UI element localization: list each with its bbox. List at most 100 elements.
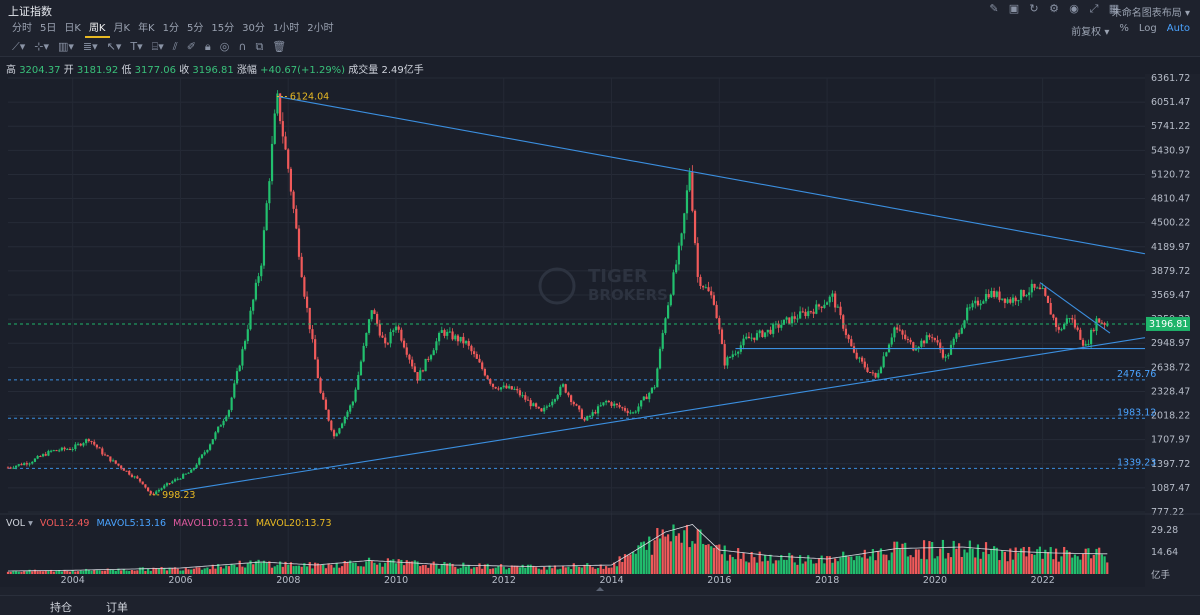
quote-line: 高 3204.37 开 3181.92 低 3177.06 收 3196.81 …	[6, 61, 424, 76]
candle-body	[710, 291, 713, 296]
measure-tool-icon[interactable]: ⌸▾	[151, 40, 164, 53]
candle-body	[346, 411, 349, 417]
tab-period-5[interactable]: 年K	[138, 23, 155, 34]
fib-tool-icon[interactable]: ≣▾	[82, 40, 98, 53]
candle-body	[559, 386, 562, 396]
layout-selector[interactable]: 未命名图表布局 ▾	[1111, 8, 1190, 19]
candle-body	[66, 449, 69, 451]
ray-tool-icon[interactable]: ⊹▾	[34, 40, 49, 53]
candle-body	[20, 464, 23, 466]
tab-period-6[interactable]: 1分	[162, 23, 179, 34]
volume-bar	[677, 533, 680, 574]
volume-bar	[1065, 550, 1068, 574]
tab-period-2[interactable]: 日K	[64, 23, 81, 34]
volume-bar	[615, 566, 619, 574]
candle-body	[125, 470, 128, 472]
volume-bar	[376, 564, 379, 574]
volume-bar	[93, 570, 96, 574]
tab-period-11[interactable]: 2小时	[307, 23, 334, 34]
refresh-icon[interactable]: ↻	[1029, 2, 1039, 15]
candle-body	[351, 401, 354, 406]
price-chart[interactable]: 6361.72 6051.47 5741.22 5430.97 5120.72 4810.…	[0, 74, 1200, 595]
volume-bar	[750, 551, 753, 574]
candle-body	[761, 330, 764, 338]
candle-body	[801, 311, 804, 313]
volume-bar	[397, 559, 400, 574]
auto-button[interactable]: Auto	[1166, 23, 1190, 34]
tab-orders[interactable]: 订单	[106, 601, 128, 614]
volume-bar	[812, 563, 815, 574]
volume-bar	[52, 571, 55, 574]
magnet-icon[interactable]: ∩	[238, 40, 247, 53]
volume-bar	[475, 566, 478, 574]
log-button[interactable]: Log	[1138, 23, 1157, 34]
grid-layout-icon[interactable]: ▦	[1108, 2, 1120, 15]
volume-bar	[831, 562, 834, 574]
candle-body	[470, 345, 473, 352]
trash-icon[interactable]: 🗑︎	[272, 40, 287, 53]
candle-body	[782, 319, 786, 325]
tab-period-1[interactable]: 5日	[40, 23, 57, 34]
volume-bar	[87, 569, 90, 574]
volume-bar	[508, 567, 511, 574]
price-axis-panel	[1145, 74, 1200, 595]
volume-bar	[456, 568, 460, 574]
tab-period-3[interactable]: 周K	[84, 22, 110, 38]
ruler-icon[interactable]: ⫽	[172, 40, 178, 53]
volume-bar	[262, 560, 266, 574]
copy-icon[interactable]: ⧉	[255, 40, 264, 53]
volume-bar	[1011, 559, 1015, 574]
volume-bar	[629, 554, 632, 574]
candle-body	[168, 483, 171, 485]
candle-body	[774, 323, 777, 325]
volume-bar	[804, 561, 807, 574]
volume-bar	[316, 563, 319, 574]
candle-body	[842, 315, 845, 329]
tab-period-9[interactable]: 30分	[242, 23, 265, 34]
y-tick-label: 4500.22	[1151, 218, 1190, 229]
gear-icon[interactable]: ⚙	[1049, 2, 1059, 15]
candle-body	[532, 403, 535, 407]
candle-body	[658, 348, 662, 369]
volume-bar	[790, 555, 794, 574]
volume-bar	[157, 568, 160, 574]
tab-period-10[interactable]: 1小时	[272, 23, 300, 34]
candle-body	[101, 448, 104, 455]
camera-icon[interactable]: ◉	[1069, 2, 1079, 15]
expand-icon[interactable]: ⤢	[1089, 2, 1099, 15]
volume-bar	[1057, 561, 1060, 574]
candle-body	[664, 318, 667, 334]
adjust-dropdown[interactable]: 前复权 ▾	[1071, 27, 1110, 38]
volume-bar	[1076, 556, 1079, 574]
tab-period-4[interactable]: 月K	[113, 23, 131, 34]
brush-icon[interactable]: ✐	[186, 40, 196, 53]
tab-positions[interactable]: 持仓	[50, 601, 72, 614]
candle-body	[580, 409, 583, 419]
volume-bar	[254, 561, 257, 574]
volume-bar	[699, 529, 702, 574]
image-icon[interactable]: ▣	[1008, 2, 1020, 15]
volume-bar	[303, 563, 306, 574]
tab-period-0[interactable]: 分时	[12, 23, 32, 34]
candle-body	[249, 310, 252, 330]
line-tool-icon[interactable]: ⟋▾	[12, 40, 26, 53]
candle-body	[28, 463, 31, 465]
volume-bar	[502, 566, 505, 574]
arrow-tool-icon[interactable]: ↖▾	[106, 40, 122, 53]
volume-bar	[650, 554, 654, 574]
lock-icon[interactable]: 🔒︎	[204, 40, 211, 53]
candle-body	[847, 334, 850, 340]
eye-icon[interactable]: ◎	[219, 40, 230, 53]
text-tool-icon[interactable]: T▾	[130, 40, 143, 53]
volume-bar	[208, 569, 212, 574]
tab-period-8[interactable]: 15分	[211, 23, 235, 34]
edit-icon[interactable]: ✎	[989, 2, 999, 15]
candle-body	[1052, 314, 1055, 318]
tab-period-7[interactable]: 5分	[187, 23, 204, 34]
percent-button[interactable]: %	[1119, 23, 1129, 34]
scroll-up-icon	[596, 587, 604, 591]
volume-bar	[12, 571, 15, 574]
channel-tool-icon[interactable]: ▥▾	[57, 40, 74, 53]
volume-bar	[653, 540, 656, 574]
candle-body	[976, 300, 980, 306]
